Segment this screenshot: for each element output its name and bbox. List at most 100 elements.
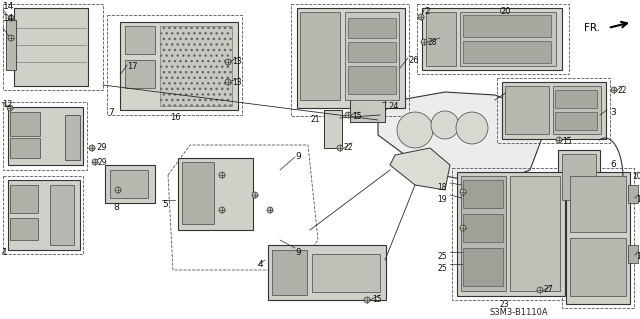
- Circle shape: [345, 112, 351, 118]
- Bar: [570, 238, 626, 296]
- Bar: [65, 115, 80, 160]
- Bar: [463, 180, 503, 208]
- Circle shape: [89, 145, 95, 151]
- Circle shape: [8, 15, 14, 21]
- Bar: [182, 162, 214, 224]
- Text: 5: 5: [162, 200, 168, 209]
- Bar: [50, 185, 74, 245]
- Text: 3: 3: [610, 108, 616, 117]
- Text: 2: 2: [424, 7, 429, 16]
- Circle shape: [456, 112, 488, 144]
- Text: 12: 12: [2, 100, 13, 109]
- Circle shape: [611, 87, 617, 93]
- Bar: [125, 60, 155, 88]
- Text: 6: 6: [610, 160, 616, 169]
- Bar: [348, 66, 396, 94]
- Bar: [297, 8, 405, 108]
- Text: 10: 10: [632, 172, 640, 181]
- Bar: [502, 82, 606, 139]
- Text: 25: 25: [437, 264, 447, 273]
- Text: 28: 28: [427, 38, 436, 47]
- Circle shape: [225, 59, 231, 65]
- Text: 13: 13: [232, 57, 242, 66]
- Polygon shape: [390, 148, 450, 190]
- Circle shape: [421, 39, 427, 45]
- Text: 15: 15: [562, 137, 572, 146]
- Text: 17: 17: [127, 62, 138, 71]
- Circle shape: [92, 159, 98, 165]
- Bar: [463, 41, 551, 63]
- Text: 9: 9: [295, 248, 301, 257]
- Bar: [426, 12, 456, 66]
- Circle shape: [115, 187, 121, 193]
- Circle shape: [418, 14, 424, 20]
- Bar: [348, 18, 396, 38]
- Bar: [497, 78, 610, 143]
- Text: 11: 11: [636, 252, 640, 261]
- Text: 21: 21: [310, 115, 320, 124]
- Bar: [422, 8, 562, 70]
- Polygon shape: [378, 92, 545, 185]
- Circle shape: [7, 105, 13, 111]
- Circle shape: [460, 189, 466, 195]
- Bar: [8, 107, 83, 165]
- Circle shape: [219, 172, 225, 178]
- Bar: [110, 170, 148, 198]
- Bar: [461, 176, 506, 291]
- Bar: [324, 110, 342, 148]
- Circle shape: [460, 225, 466, 231]
- Bar: [120, 22, 238, 110]
- Bar: [107, 15, 242, 115]
- Text: 9: 9: [295, 152, 301, 161]
- Circle shape: [397, 112, 433, 148]
- Bar: [291, 4, 409, 116]
- Bar: [510, 176, 560, 291]
- Circle shape: [431, 111, 459, 139]
- Bar: [463, 214, 503, 242]
- Text: 14: 14: [3, 2, 14, 11]
- Text: 22: 22: [344, 143, 353, 152]
- Bar: [272, 250, 307, 295]
- Bar: [555, 112, 597, 130]
- Bar: [463, 15, 551, 37]
- Text: 29: 29: [98, 158, 108, 167]
- Bar: [566, 172, 630, 304]
- Circle shape: [267, 207, 273, 213]
- Bar: [558, 150, 600, 205]
- Bar: [348, 42, 396, 62]
- Text: 26: 26: [408, 56, 419, 65]
- Bar: [555, 90, 597, 108]
- Bar: [178, 158, 253, 230]
- Text: 24: 24: [388, 102, 399, 111]
- Text: 20: 20: [500, 7, 511, 16]
- Text: 16: 16: [170, 113, 180, 122]
- Text: 14: 14: [3, 14, 14, 23]
- Bar: [10, 218, 38, 240]
- Bar: [345, 12, 399, 100]
- Bar: [14, 8, 88, 86]
- Bar: [10, 112, 40, 136]
- Bar: [125, 26, 155, 54]
- Bar: [268, 245, 386, 300]
- Text: 15: 15: [352, 112, 362, 121]
- Bar: [3, 176, 83, 254]
- Bar: [570, 176, 626, 232]
- Bar: [160, 26, 232, 106]
- Bar: [350, 90, 385, 122]
- Text: 11: 11: [636, 195, 640, 204]
- Circle shape: [364, 297, 370, 303]
- Circle shape: [556, 137, 562, 143]
- Bar: [562, 168, 634, 308]
- Bar: [417, 4, 569, 74]
- Bar: [300, 12, 340, 100]
- Text: 7: 7: [108, 108, 114, 117]
- Circle shape: [219, 207, 225, 213]
- Text: 15: 15: [372, 295, 381, 304]
- Text: 13: 13: [232, 78, 242, 87]
- Text: 1: 1: [2, 248, 8, 257]
- Bar: [553, 86, 601, 134]
- Circle shape: [8, 35, 14, 41]
- Bar: [628, 245, 638, 263]
- Bar: [460, 12, 556, 66]
- Circle shape: [252, 192, 258, 198]
